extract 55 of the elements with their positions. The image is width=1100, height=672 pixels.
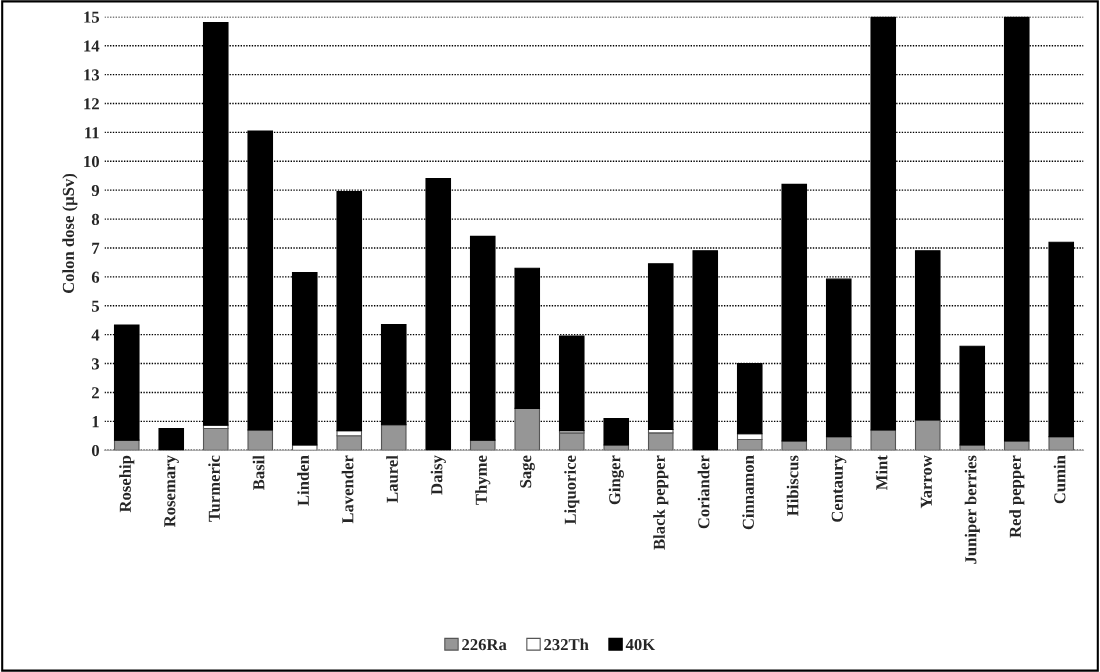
y-tick-label: 2 xyxy=(92,387,99,399)
y-tick-label: 3 xyxy=(91,358,100,370)
bar xyxy=(380,424,407,451)
bar xyxy=(736,438,763,451)
bar xyxy=(336,435,363,451)
bar xyxy=(202,428,229,451)
x-tick-label: Lavender xyxy=(341,455,354,524)
x-tick-label: Basil xyxy=(252,455,265,491)
x-tick-label: Liquorice xyxy=(564,455,580,525)
y-tick-label: 9 xyxy=(91,184,100,197)
y-tick-label: 13 xyxy=(84,69,100,81)
y-tick-label: 4 xyxy=(91,329,100,341)
x-tick-label: Thyme xyxy=(475,455,491,505)
x-tick-label: Centaury xyxy=(831,455,847,522)
x-tick-label: Cumin xyxy=(1053,455,1066,504)
x-tick-label: Turmeric xyxy=(208,455,220,522)
x-tick-label: Linden xyxy=(297,455,309,506)
y-tick-label: 15 xyxy=(84,11,100,23)
x-tick-label: Rosemary xyxy=(164,455,179,528)
y-tick-label: 7 xyxy=(92,242,100,254)
bar xyxy=(514,407,541,451)
bar xyxy=(158,428,185,451)
x-tick-label: Hibiscus xyxy=(786,455,799,516)
x-tick-label: Coriander xyxy=(697,455,710,529)
y-tick-label: 10 xyxy=(84,155,99,168)
bar xyxy=(1048,436,1075,451)
x-tick-label: Yarrow xyxy=(920,455,932,509)
y-tick-label: 11 xyxy=(85,127,99,139)
legend-label: 232Th xyxy=(544,638,589,651)
x-tick-label: Black pepper xyxy=(653,455,669,550)
bar xyxy=(647,432,674,451)
y-tick-label: 8 xyxy=(91,213,100,226)
y-axis-title: Colon dose (µSv) xyxy=(62,173,78,294)
y-tick-label: 12 xyxy=(84,98,99,110)
legend-label: 40K xyxy=(625,639,656,651)
y-tick-label: 5 xyxy=(91,300,100,312)
x-tick-label: Daisy xyxy=(430,455,446,495)
x-tick-label: Sage xyxy=(520,455,535,488)
y-tick-label: 6 xyxy=(91,271,100,283)
bar xyxy=(870,429,897,451)
y-tick-label: 1 xyxy=(92,416,99,428)
x-tick-label: Ginger xyxy=(608,455,624,505)
x-tick-label: Cinnamon xyxy=(742,455,754,530)
bar xyxy=(914,419,941,451)
bar xyxy=(558,432,585,451)
x-tick-label: Juniper berries xyxy=(964,455,980,564)
x-tick-label: Rosehip xyxy=(119,455,135,513)
bar xyxy=(247,429,274,451)
x-tick-label: Mint xyxy=(875,455,888,490)
x-tick-label: Laurel xyxy=(386,455,398,503)
bar xyxy=(825,436,852,451)
legend-label: 226Ra xyxy=(462,639,507,651)
y-tick-label: 0 xyxy=(91,444,99,457)
y-tick-label: 14 xyxy=(84,40,100,52)
x-tick-label: Red pepper xyxy=(1009,455,1025,538)
